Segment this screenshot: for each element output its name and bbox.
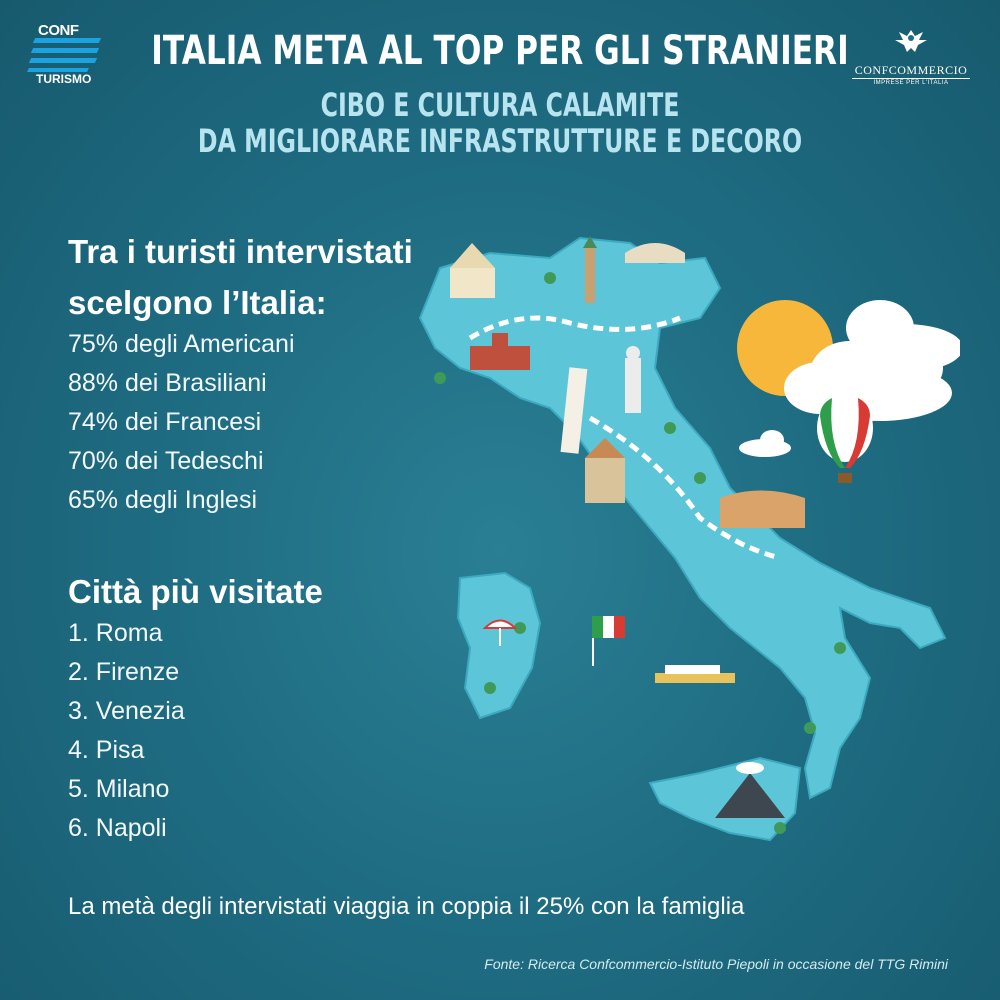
florence-cathedral-icon — [585, 438, 625, 503]
logo-left-top-text: CONF — [38, 22, 79, 39]
colosseum-icon — [720, 490, 805, 528]
venice-tower-icon — [583, 236, 597, 303]
castle-icon — [470, 333, 530, 370]
cloud-icon — [846, 300, 960, 372]
logo-right-name: CONFCOMMERCIO — [854, 63, 968, 77]
subtitle-line-1: CIBO E CULTURA CALAMITE — [320, 86, 680, 124]
list-item: 6. Napoli — [68, 814, 167, 842]
tree-icon — [434, 272, 846, 834]
logo-left-bottom-text: TURISMO — [36, 72, 92, 86]
list-item: 70% dei Tedeschi — [68, 447, 264, 475]
confcommercio-logo: CONFCOMMERCIO IMPRESE PER L'ITALIA — [852, 26, 970, 86]
list-item: 2. Firenze — [68, 658, 180, 686]
list-item: 1. Roma — [68, 619, 163, 647]
list-item: 4. Pisa — [68, 736, 145, 764]
cities-heading: Città più visitate — [68, 573, 323, 610]
eagle-emblem-icon — [895, 30, 927, 52]
confturismo-logo: CONF TURISMO — [27, 20, 102, 92]
list-item: 88% dei Brasiliani — [68, 369, 267, 397]
tourists-list: 75% degli Americani 88% dei Brasiliani 7… — [68, 325, 295, 520]
italian-flag-icon — [592, 616, 625, 666]
tourists-heading-line-2: scelgono l’Italia: — [68, 284, 327, 321]
beach-umbrella-icon — [482, 619, 518, 646]
page-title: ITALIA META AL TOP PER GLI STRANIERI — [151, 28, 849, 74]
list-item: 3. Venezia — [68, 697, 185, 725]
road-line — [468, 315, 681, 341]
italy-map-illustration — [418, 236, 960, 842]
list-item: 5. Milano — [68, 775, 170, 803]
hot-air-balloon-icon — [817, 394, 873, 483]
cloud-icon — [739, 430, 791, 457]
milan-cathedral-icon — [450, 243, 495, 298]
logo-right-tagline: IMPRESE PER L'ITALIA — [852, 78, 970, 86]
david-statue-icon — [625, 346, 641, 413]
list-item: 65% degli Inglesi — [68, 486, 258, 514]
road-line — [588, 415, 781, 561]
source-credit: Fonte: Ricerca Confcommercio-Istituto Pi… — [484, 956, 948, 972]
list-item: 75% degli Americani — [68, 330, 295, 358]
list-item: 74% dei Francesi — [68, 408, 262, 436]
cities-list: 1. Roma 2. Firenze 3. Venezia 4. Pisa 5.… — [68, 614, 185, 848]
subtitle-line-2: DA MIGLIORARE INFRASTRUTTURE E DECORO — [197, 122, 803, 160]
leaning-tower-icon — [560, 367, 588, 454]
rialto-bridge-icon — [625, 243, 685, 263]
vesuvius-volcano-icon — [715, 762, 785, 818]
ship-icon — [655, 665, 735, 683]
travel-note: La metà degli intervistati viaggia in co… — [68, 893, 745, 920]
tourists-heading-line-1: Tra i turisti intervistati — [68, 233, 413, 270]
